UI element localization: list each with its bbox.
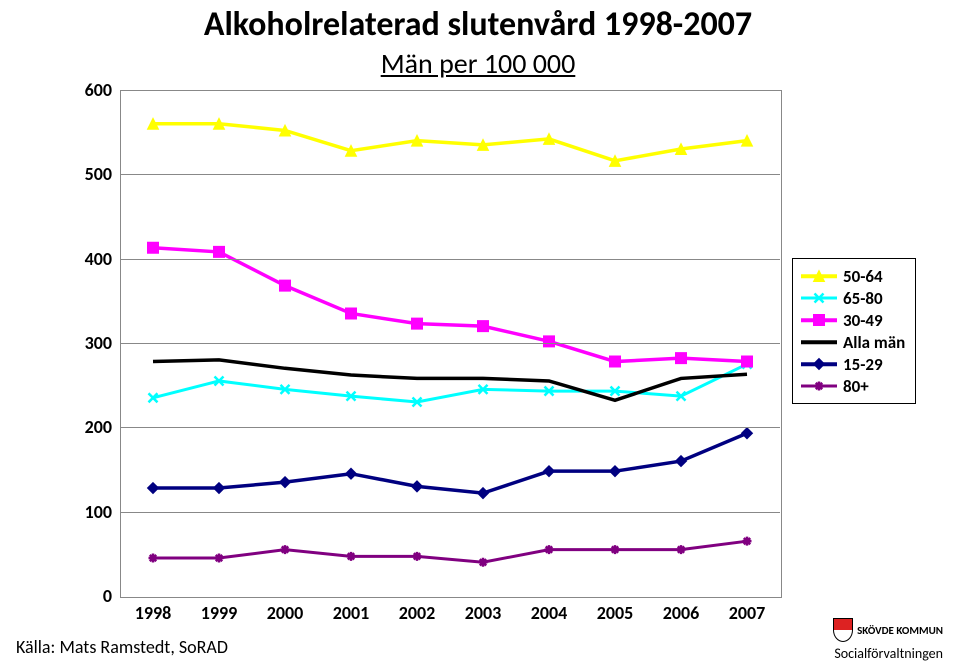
- series-line: [153, 541, 747, 562]
- x-tick-label: 2003: [453, 602, 513, 624]
- y-tick-label: 600: [66, 79, 112, 101]
- kommun-logo: SKÖVDE KOMMUN: [833, 618, 943, 642]
- series-marker: [545, 545, 554, 554]
- legend-item: 50-64: [801, 265, 905, 287]
- source-text: Källa: Mats Ramstedt, SoRAD: [16, 636, 228, 658]
- x-tick-label: 2006: [651, 602, 711, 624]
- x-tick-label: 2004: [519, 602, 579, 624]
- series-line: [153, 433, 747, 493]
- series-marker: [676, 353, 687, 364]
- legend: 50-6465-8030-49Alla män15-2980+: [792, 258, 916, 404]
- legend-label: 15-29: [843, 354, 883, 375]
- x-tick-label: 1999: [189, 602, 249, 624]
- x-tick-label: 1998: [123, 602, 183, 624]
- series-marker: [214, 483, 225, 494]
- series-marker: [743, 537, 752, 546]
- y-tick-label: 400: [66, 248, 112, 270]
- series-marker: [346, 308, 357, 319]
- series-marker: [677, 545, 686, 554]
- x-tick-label: 2001: [321, 602, 381, 624]
- y-tick-label: 300: [66, 332, 112, 354]
- series-marker: [676, 456, 687, 467]
- legend-label: Alla män: [843, 332, 905, 353]
- gridline: [120, 427, 780, 428]
- legend-label: 50-64: [843, 266, 883, 287]
- legend-item: Alla män: [801, 331, 905, 353]
- x-tick-label: 2000: [255, 602, 315, 624]
- series-marker: [412, 318, 423, 329]
- series-line: [153, 364, 747, 402]
- y-tick-label: 500: [66, 163, 112, 185]
- series-marker: [610, 466, 621, 477]
- legend-label: 65-80: [843, 288, 883, 309]
- legend-label: 80+: [843, 376, 869, 397]
- series-marker: [478, 321, 489, 332]
- y-tick-label: 0: [66, 585, 112, 607]
- series-marker: [544, 466, 555, 477]
- series-line: [153, 124, 747, 161]
- y-tick-label: 200: [66, 416, 112, 438]
- series-marker: [280, 477, 291, 488]
- legend-item: 80+: [801, 375, 905, 397]
- series-marker: [544, 336, 555, 347]
- series-marker: [611, 545, 620, 554]
- legend-label: 30-49: [843, 310, 883, 331]
- legend-item: 15-29: [801, 353, 905, 375]
- x-tick-label: 2007: [717, 602, 777, 624]
- series-marker: [215, 554, 224, 563]
- gridline: [120, 512, 780, 513]
- series-marker: [149, 554, 158, 563]
- series-marker: [148, 483, 159, 494]
- series-marker: [742, 356, 753, 367]
- series-marker: [478, 488, 489, 499]
- y-tick-label: 100: [66, 501, 112, 523]
- series-marker: [214, 246, 225, 257]
- x-tick-label: 2005: [585, 602, 645, 624]
- gridline: [120, 343, 780, 344]
- series-marker: [742, 428, 753, 439]
- series-marker: [413, 552, 422, 561]
- series-marker: [479, 558, 488, 567]
- series-line: [153, 248, 747, 362]
- gridline: [120, 259, 780, 260]
- series-marker: [610, 356, 621, 367]
- shield-icon: [833, 618, 853, 642]
- legend-item: 65-80: [801, 287, 905, 309]
- series-marker: [346, 468, 357, 479]
- slide: Alkoholrelaterad slutenvård 1998-2007 Mä…: [0, 0, 959, 668]
- x-tick-label: 2002: [387, 602, 447, 624]
- series-marker: [412, 481, 423, 492]
- gridline: [120, 174, 780, 175]
- series-marker: [280, 280, 291, 291]
- legend-item: 30-49: [801, 309, 905, 331]
- series-marker: [347, 552, 356, 561]
- series-marker: [148, 242, 159, 253]
- series-marker: [281, 545, 290, 554]
- footer-right: Socialförvaltningen: [834, 645, 943, 662]
